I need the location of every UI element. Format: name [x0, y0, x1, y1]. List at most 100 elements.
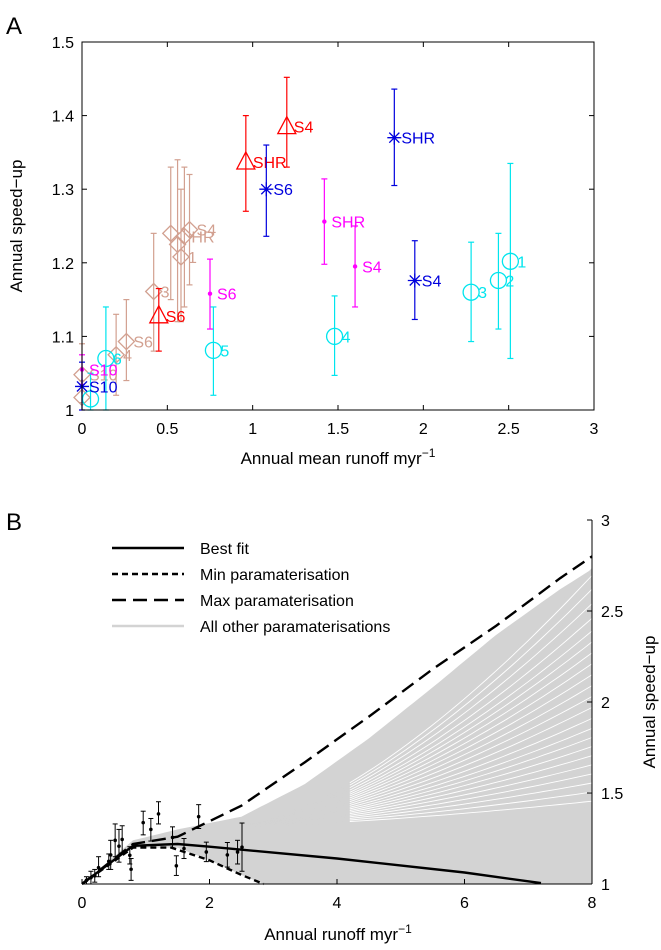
curve-gap [349, 717, 593, 808]
diamond-marker [168, 235, 187, 254]
curve-gap [349, 652, 593, 797]
diamond-marker [172, 247, 190, 266]
x-tick-label: 1 [248, 421, 257, 438]
curve-gap [349, 630, 593, 793]
curve-gap [349, 696, 593, 805]
panel-a-xlabel: Annual mean runoff myr−1 [241, 446, 436, 468]
series-line [81, 555, 593, 885]
point-label: 4 [123, 348, 132, 365]
curve-gap [349, 773, 593, 818]
observation-marker [182, 846, 186, 851]
parameterisation-curve [241, 610, 593, 827]
observation-marker [106, 859, 111, 864]
observation-point [96, 856, 102, 878]
x-tick-label: 2 [205, 895, 214, 912]
observation-marker [196, 814, 201, 819]
x-tick-label: 3 [590, 421, 599, 438]
triangle-marker [148, 304, 169, 324]
data-point: S4 [180, 173, 217, 286]
data-point: 1 [172, 188, 197, 323]
panel-a-ticks: 0 0.5 1 1.5 2 2.5 3 1 1.1 1.2 1.3 1.4 1.5 [52, 35, 599, 438]
star-marker [407, 273, 422, 288]
observation-point [196, 804, 202, 829]
observation-point [108, 839, 114, 870]
x-tick-label: 6 [460, 895, 469, 912]
panel-a: A S41HR3S64S10123456SHRS4S6S10S4SHRS6SHR… [6, 13, 599, 468]
point-label: SHR [401, 131, 435, 148]
parameterisation-curve [241, 581, 593, 827]
point-label: 4 [342, 329, 351, 346]
observation-point [173, 855, 179, 876]
observation-point [170, 826, 176, 849]
observation-point [148, 817, 154, 842]
panel-b-label: B [6, 509, 22, 536]
panel-b-ticks: 0 2 4 6 81 1.5 2 2.5 3 [78, 513, 624, 912]
point-label: S4 [294, 120, 314, 137]
data-point: SHR [387, 88, 435, 187]
x-tick-label: 0 [78, 421, 87, 438]
observation-marker [204, 850, 209, 854]
data-point: S4 [352, 225, 382, 308]
y-tick-label: 1.5 [52, 35, 74, 52]
curve-gap [349, 603, 593, 788]
curve-gap [349, 755, 593, 815]
point-label: 6 [113, 351, 122, 368]
star-marker [259, 182, 274, 197]
data-point: 3 [462, 241, 487, 343]
data-point: SHR [235, 114, 287, 212]
observation-point [92, 868, 98, 883]
data-point: SHR [321, 178, 365, 265]
curve-gap [349, 707, 593, 806]
data-point: S6 [148, 287, 185, 352]
legend-label: Max paramaterisation [200, 593, 354, 610]
data-point: S6 [207, 258, 237, 330]
observation-marker [156, 812, 161, 816]
x-tick-label: 0.5 [156, 421, 178, 438]
point-label: 3 [161, 285, 170, 302]
observation-point [140, 810, 146, 836]
observation-point [156, 801, 161, 825]
point-label: S10 [89, 363, 118, 380]
data-point: S6 [117, 299, 153, 382]
point-label: 2 [505, 273, 514, 290]
y-tick-label: 1.1 [52, 329, 74, 346]
curve-gap [349, 764, 593, 816]
x-tick-label: 2 [419, 421, 428, 438]
y-tick-label: 3 [601, 513, 610, 530]
point-label: S4 [197, 223, 217, 240]
curve-gap [349, 791, 593, 821]
circle-marker [97, 349, 115, 368]
circle-marker [489, 271, 508, 290]
legend-label: Best fit [200, 541, 249, 558]
y-tick-label: 1.4 [52, 109, 74, 126]
curve-gap [349, 674, 593, 801]
observation-marker [235, 850, 240, 854]
curve-gap [349, 663, 593, 799]
observation-marker [89, 875, 93, 880]
series-line [81, 842, 542, 885]
parameterisation-curve [241, 595, 593, 827]
point-label: S4 [422, 273, 442, 290]
x-tick-label: 8 [588, 895, 597, 912]
circle-marker [204, 341, 223, 360]
observation-point [239, 822, 245, 872]
point-label: S4 [362, 259, 382, 276]
x-tick-label: 1.5 [327, 421, 349, 438]
observation-marker [113, 838, 117, 843]
data-point: 1 [501, 162, 526, 360]
y-tick-label: 1.2 [52, 256, 74, 273]
observation-marker [108, 853, 113, 857]
point-label: S10 [89, 368, 118, 385]
triangle-marker [235, 150, 256, 170]
observation-marker [141, 820, 145, 825]
x-tick-label: 2.5 [498, 421, 520, 438]
legend-label: All other paramaterisations [200, 619, 390, 636]
observation-point [112, 823, 118, 858]
observation-marker [149, 827, 153, 832]
legend-label: Min paramaterisation [200, 567, 349, 584]
curve-gap [349, 727, 593, 810]
point-label: S10 [89, 379, 118, 396]
curve-gap [349, 685, 593, 803]
panel-b-marks [81, 555, 593, 886]
